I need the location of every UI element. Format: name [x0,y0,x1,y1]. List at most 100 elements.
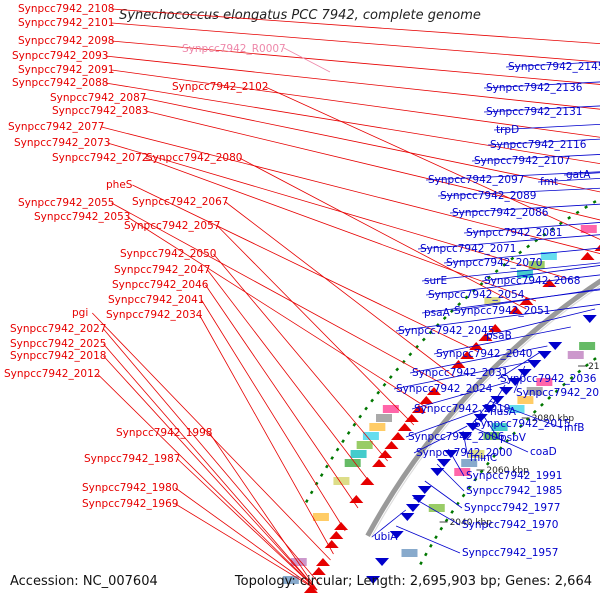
forward-gene-arrow [542,279,557,287]
cog-category-box [428,504,445,512]
forward-gene-arrow [397,423,412,431]
right-gene-label: Synpcc7942_2086 [452,207,549,219]
cog-category-box [282,576,299,584]
right-leader-line [424,480,463,509]
right-leader-line [433,326,571,355]
right-leader-line [513,365,526,394]
cog-category-box [491,423,508,431]
left-gene-label: Synpcc7942_1969 [82,498,178,510]
left-gene-label: Synpcc7942_2080 [146,152,242,164]
right-leader-line [505,61,600,68]
right-gene-label: nusA [490,406,517,418]
right-gene-label: Synpcc7942_2045 [398,325,494,337]
forward-gene-arrow [372,459,387,467]
right-gene-label: Synpcc7942_2000 [416,447,512,459]
cog-category-box [484,297,501,305]
right-gene-label: Synpcc7942_2024 [396,383,493,395]
reverse-gene-arrow [527,360,542,368]
left-leader-line [143,97,600,193]
right-gene-label: infB [564,422,584,434]
left-gene-label: Synpcc7942_2055 [18,197,114,209]
cog-category-box [356,441,373,449]
left-gene-label: Synpcc7942_2047 [114,264,210,276]
rna-gene-label: Synpcc7942_R0007 [182,43,286,55]
left-gene-label: Synpcc7942_2091 [18,64,114,76]
rna-leader-line [283,47,331,73]
forward-gene-arrow [324,540,339,548]
left-leader-line [127,216,428,409]
reverse-gene-arrow [508,378,523,386]
reverse-gene-arrow [389,531,404,539]
cog-category-box [382,405,399,413]
forward-gene-arrow [460,351,475,359]
cog-category-box [536,378,553,386]
left-gene-label: pgi [72,307,88,319]
left-gene-label: pheS [106,179,133,191]
forward-gene-arrow [419,396,434,404]
right-leader-line [487,384,506,413]
right-gene-label: surE [424,275,447,287]
right-gene-label: Synpcc7942_2131 [486,106,582,118]
right-gene-label: coaD [530,446,557,458]
left-leader-line [107,142,567,279]
right-leader-line [481,265,600,282]
cog-category-box [517,396,534,404]
cog-category-box [344,459,361,467]
right-leader-line [413,425,468,454]
left-gene-label: Synpcc7942_1998 [116,427,212,439]
right-gene-label: Synpcc7942_1970 [462,519,558,531]
right-gene-label: Synpcc7942_2107 [474,155,570,167]
reverse-gene-arrow [490,396,505,404]
right-gene-label: Synpcc7942_1991 [466,470,562,482]
right-leader-line [436,463,465,492]
left-leader-line [145,110,600,221]
left-leader-line [175,487,318,591]
cog-category-box [333,477,350,485]
cog-category-box [508,405,525,413]
right-leader-line [425,274,600,296]
right-gene-label: Synpcc7942_2071 [420,243,516,255]
reverse-gene-arrow [430,468,445,476]
left-gene-label: Synpcc7942_2101 [18,17,114,29]
forward-gene-arrow [508,306,523,314]
cog-category-box [454,468,471,476]
genome-backbone [365,278,600,537]
right-gene-label: fmt [540,176,558,188]
right-leader-line [421,262,600,282]
left-leader-line [145,157,537,302]
left-leader-line [103,355,318,591]
left-gene-label: Synpcc7942_2072 [52,152,148,164]
cog-category-box [540,252,557,260]
right-gene-label: Synpcc7942_2070 [446,257,542,269]
left-gene-label: Synpcc7942_2018 [10,350,106,362]
left-gene-label: Synpcc7942_2102 [172,81,268,93]
reverse-gene-arrow [375,558,390,566]
cog-category-box [401,549,418,557]
forward-gene-arrow [391,432,406,440]
right-gene-label: psaA [424,307,451,319]
forward-gene-arrow [303,585,318,593]
right-gene-label: Synpcc7942_2051 [454,305,550,317]
reverse-gene-arrow [405,504,420,512]
right-leader-line [405,409,482,438]
forward-gene-arrow [384,441,399,449]
left-leader-line [103,343,318,591]
reverse-gene-arrow [417,486,432,494]
left-leader-line [97,373,318,591]
right-leader-line [489,400,563,429]
right-gene-label: psaB [486,330,512,342]
right-leader-line [449,203,600,214]
cog-category-box [461,459,478,467]
forward-gene-arrow [360,477,375,485]
left-leader-line [205,284,359,509]
reverse-gene-arrow [582,315,597,323]
left-gene-label: Synpcc7942_2077 [8,121,104,133]
ruler-label: 2060 kbp [486,466,529,476]
right-gene-label: Synpcc7942_1957 [462,547,558,559]
left-gene-label: Synpcc7942_2088 [12,77,108,89]
forward-gene-arrow [426,387,441,395]
right-gene-label: trpD [496,124,519,136]
right-leader-line [393,361,530,390]
right-gene-label: Synpcc7942_2036 [500,373,597,385]
